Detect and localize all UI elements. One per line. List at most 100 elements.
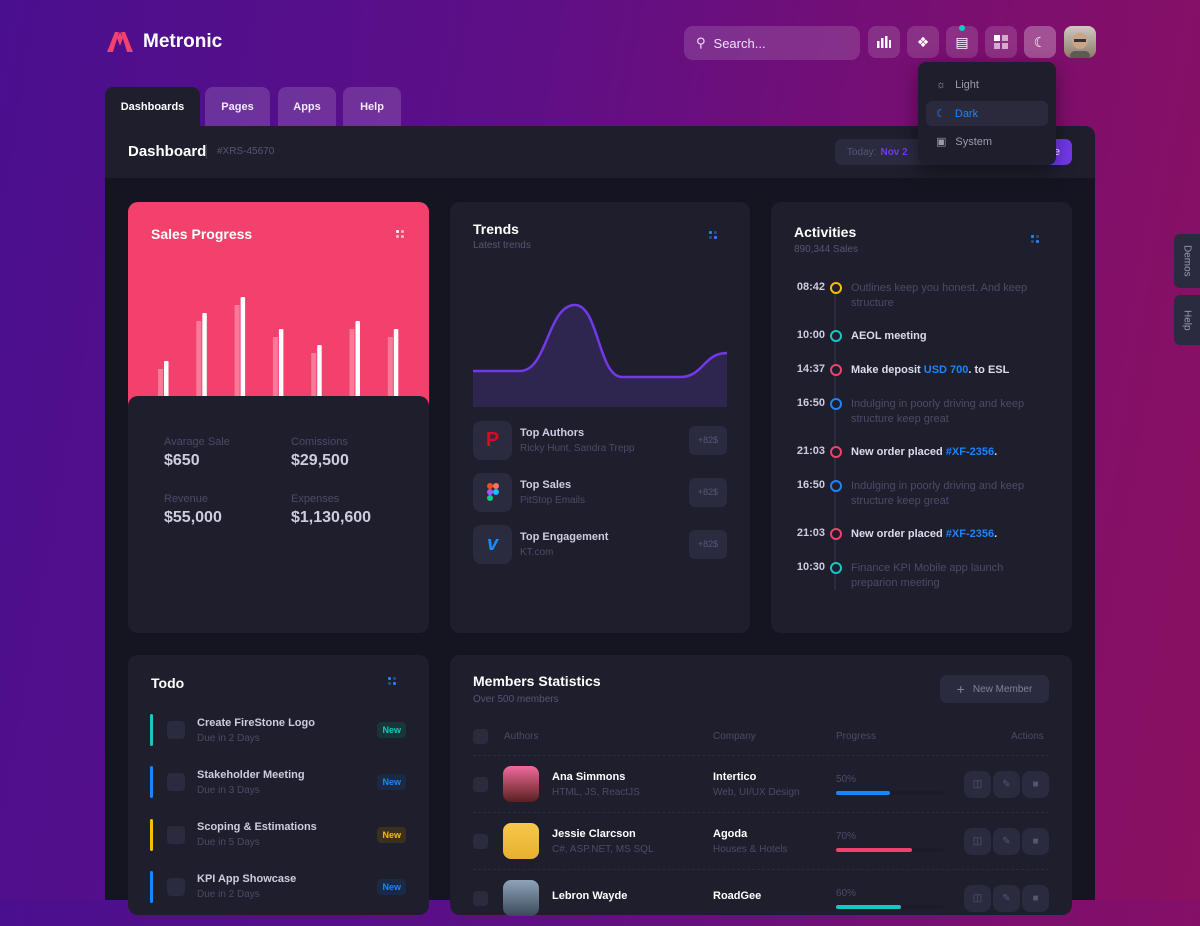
activity-text-pre: New order placed xyxy=(851,528,946,540)
progress-track xyxy=(836,847,944,852)
tab-apps[interactable]: Apps xyxy=(278,87,336,126)
delete-trash-icon[interactable]: ■ xyxy=(1022,827,1049,855)
edit-pencil-icon[interactable]: ✎ xyxy=(993,770,1020,798)
divider xyxy=(206,144,207,159)
member-name[interactable]: Ana Simmons xyxy=(552,770,626,783)
column-authors[interactable]: Authors xyxy=(504,731,539,742)
theme-option-light[interactable]: ☼ Light xyxy=(926,72,1048,97)
toggle-icon[interactable]: ◫ xyxy=(964,770,991,798)
trend-item-top-sales[interactable]: Top Sales PitStop Emails +82$ xyxy=(473,466,727,518)
stat-commissions: Comissions $29,500 xyxy=(291,436,349,470)
trend-badge: +82$ xyxy=(689,529,727,559)
members-title: Members Statistics xyxy=(473,673,601,689)
activity-time: 08:42 xyxy=(796,281,825,293)
delete-trash-icon[interactable]: ■ xyxy=(1022,770,1049,798)
todo-checkbox[interactable] xyxy=(167,773,185,792)
column-company[interactable]: Company xyxy=(713,731,756,742)
sales-bar-primary xyxy=(278,329,284,397)
activity-text: Finance KPI Mobile app launch preparion … xyxy=(851,562,1004,589)
todo-due: Due in 5 Days xyxy=(197,837,260,849)
trend-item-top-authors[interactable]: P Top Authors Ricky Hunt, Sandra Trepp +8… xyxy=(473,414,727,466)
new-member-button[interactable]: + New Member xyxy=(940,675,1049,703)
toggle-icon[interactable]: ◫ xyxy=(964,884,991,912)
trend-title: Top Sales xyxy=(520,478,572,491)
todo-title: Todo xyxy=(151,675,185,691)
toggle-icon[interactable]: ◫ xyxy=(964,827,991,855)
activity-link[interactable]: #XF-2356 xyxy=(945,446,995,458)
chat-icon[interactable]: ▤ xyxy=(946,26,978,58)
page-code: #XRS-45670 xyxy=(217,146,275,157)
today-label: Today: xyxy=(847,146,877,158)
todo-checkbox[interactable] xyxy=(167,877,185,896)
trend-item-top-engagement[interactable]: v Top Engagement KT.com +82$ xyxy=(473,518,727,570)
row-checkbox[interactable] xyxy=(473,890,488,906)
sales-bar-primary xyxy=(355,321,360,397)
select-all-checkbox[interactable] xyxy=(473,729,488,744)
member-name[interactable]: Jessie Clarcson xyxy=(552,827,636,840)
tab-dashboards[interactable]: Dashboards xyxy=(105,87,200,126)
side-tab-help[interactable]: Help xyxy=(1174,295,1200,345)
menu-dots-icon[interactable] xyxy=(388,677,396,685)
theme-toggle-moon-icon[interactable]: ☾ xyxy=(1024,26,1056,58)
sales-bar-secondary xyxy=(158,369,163,397)
timeline-dot-icon xyxy=(830,528,842,540)
notification-dot xyxy=(959,25,965,31)
menu-dots-icon[interactable] xyxy=(1031,235,1039,243)
page-title: Dashboard xyxy=(128,143,207,160)
todo-item: Stakeholder Meeting Due in 3 Days New xyxy=(150,766,406,799)
progress-track xyxy=(836,904,944,909)
todo-title: KPI App Showcase xyxy=(197,873,297,886)
activity-text: Outlines keep you honest. And keep struc… xyxy=(851,282,1028,309)
activity-link[interactable]: USD 700 xyxy=(923,364,969,376)
todo-color-bar xyxy=(150,766,153,799)
todo-badge: New xyxy=(377,774,406,791)
search-placeholder: Search... xyxy=(713,35,766,51)
timeline-dot-icon xyxy=(830,282,842,294)
edit-pencil-icon[interactable]: ✎ xyxy=(993,884,1020,912)
sales-bar-chart xyxy=(158,297,399,397)
member-company: Agoda xyxy=(713,827,748,840)
activity-text: Indulging in poorly driving and keep str… xyxy=(851,480,1025,507)
column-progress[interactable]: Progress xyxy=(836,731,877,742)
monitor-icon: ▣ xyxy=(936,136,947,148)
timeline-dot-icon xyxy=(830,562,842,574)
row-checkbox[interactable] xyxy=(473,776,488,792)
todo-color-bar xyxy=(150,818,153,851)
tab-help[interactable]: Help xyxy=(343,87,401,126)
brand-logo[interactable]: Metronic xyxy=(105,30,222,54)
todo-checkbox[interactable] xyxy=(167,721,185,739)
row-checkbox[interactable] xyxy=(473,833,488,849)
theme-option-system[interactable]: ▣ System xyxy=(926,129,1048,154)
side-tab-demos[interactable]: Demos xyxy=(1174,234,1200,288)
todo-title: Stakeholder Meeting xyxy=(197,768,305,781)
member-avatar xyxy=(503,823,539,859)
sales-bar-secondary xyxy=(349,329,355,397)
timeline-dot-icon xyxy=(830,398,842,410)
sales-bar-secondary xyxy=(311,353,317,397)
theme-option-dark[interactable]: ☾ Dark xyxy=(926,101,1048,126)
today-value: Nov 2 xyxy=(880,146,908,158)
delete-trash-icon[interactable]: ■ xyxy=(1022,884,1049,912)
sales-progress-card: Sales Progress Avarage Sale $650 Comissio… xyxy=(128,202,429,633)
activity-item: 08:42 Outlines keep you honest. And keep … xyxy=(794,281,1031,311)
sales-bar-primary xyxy=(164,361,169,397)
tab-pages[interactable]: Pages xyxy=(205,87,270,126)
chart-bar-icon[interactable] xyxy=(868,26,900,58)
diamonds-icon[interactable]: ❖ xyxy=(907,26,939,58)
activity-text: Indulging in poorly driving and keep str… xyxy=(851,398,1025,425)
activity-link[interactable]: #XF-2356 xyxy=(945,528,995,540)
sales-bar-secondary xyxy=(234,305,240,397)
edit-pencil-icon[interactable]: ✎ xyxy=(993,827,1020,855)
activity-item: 10:00 AEOL meeting xyxy=(794,329,1031,344)
member-company-sub: Web, UI/UX Design xyxy=(713,786,800,798)
trends-title: Trends xyxy=(473,221,519,237)
todo-checkbox[interactable] xyxy=(167,825,185,844)
moon-icon: ☾ xyxy=(936,108,946,120)
search-input[interactable]: ⚲ Search... xyxy=(684,26,860,60)
activity-text: AEOL meeting xyxy=(851,330,927,342)
menu-dots-icon[interactable] xyxy=(709,231,717,239)
user-avatar[interactable] xyxy=(1064,26,1096,58)
menu-dots-icon[interactable] xyxy=(396,230,404,238)
member-name[interactable]: Lebron Wayde xyxy=(552,890,628,902)
grid-icon[interactable] xyxy=(985,26,1017,58)
